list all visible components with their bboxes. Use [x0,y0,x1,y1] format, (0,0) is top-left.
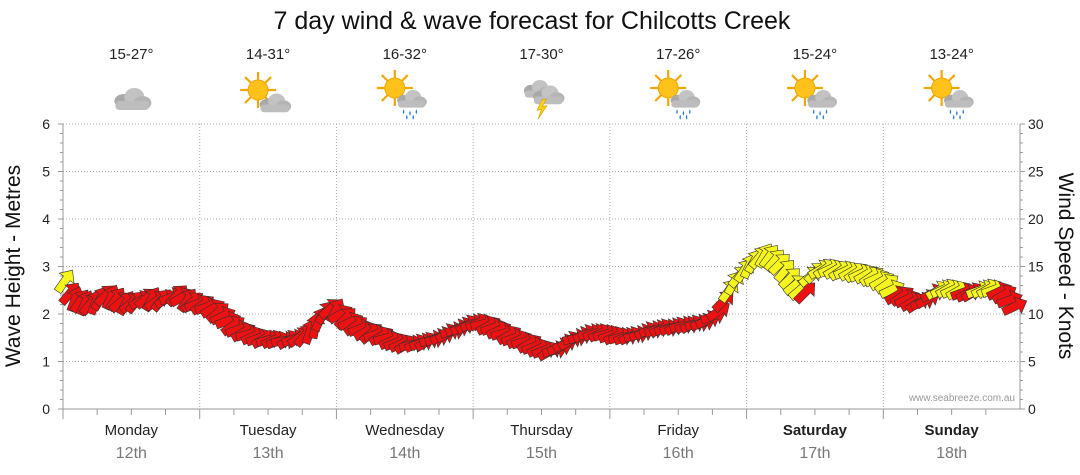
weather-row: 15-27° 14-31° 16-32° 17-30° 17-26° 15-24° 13-2… [109,46,974,120]
wind-arrows [53,243,1028,362]
y2-tick-label: 10 [1028,306,1044,322]
chart-title: 7 day wind & wave forecast for Chilcotts… [274,7,791,35]
y2-tick-label: 20 [1028,211,1044,227]
y-tick-label: 4 [42,211,50,227]
day-date: 16th [663,445,694,462]
y-tick-label: 1 [42,354,50,370]
day-temp: 17-30° [519,46,563,63]
day-temp: 16-32° [383,46,427,63]
sun-shower-icon [650,70,700,120]
sun-shower-icon [377,70,427,120]
y2-tick-label: 15 [1028,259,1044,275]
day-name: Sunday [925,422,980,439]
y-tick-label: 2 [42,306,50,322]
day-labels: Monday 12th Tuesday 13th Wednesday 14th Thursd… [62,409,987,462]
day-date: 17th [799,445,830,462]
y-tick-label: 3 [42,259,50,275]
day-name: Wednesday [365,422,444,439]
y-tick-label: 6 [42,116,50,132]
day-temp: 15-24° [793,46,837,63]
y2-axis-label: Wind Speed - Knots [1054,173,1077,360]
day-date: 12th [116,445,147,462]
wind-arrow [1001,296,1028,316]
y2-tick-label: 25 [1028,164,1044,180]
y-tick-label: 5 [42,164,50,180]
day-date: 18th [936,445,967,462]
day-date: 14th [389,445,420,462]
grid [63,123,1020,409]
day-name: Saturday [783,422,848,439]
y-tick-label: 0 [42,401,50,417]
day-temp: 13-24° [929,46,973,63]
day-name: Tuesday [240,422,297,439]
right-y-ticks: 0 5 10 15 20 25 30 [1020,116,1044,417]
day-name: Monday [105,422,159,439]
day-date: 13th [253,445,284,462]
day-temp: 14-31° [246,46,290,63]
watermark: www.seabreeze.com.au [908,393,1015,404]
y2-tick-label: 0 [1028,401,1036,417]
day-temp: 17-26° [656,46,700,63]
day-date: 15th [526,445,557,462]
day-temp: 15-27° [109,46,153,63]
y2-tick-label: 5 [1028,354,1036,370]
day-name: Friday [657,422,699,439]
y-axis-label: Wave Height - Metres [2,165,25,367]
left-y-ticks: 0 1 2 3 4 5 6 [42,116,63,417]
cloudy-icon [114,88,151,110]
y2-tick-label: 30 [1028,116,1044,132]
thunderstorm-icon [524,80,565,119]
partly-cloudy-icon [240,72,291,112]
sun-shower-icon [924,70,974,120]
sun-shower-icon [787,70,837,120]
wind-arrow [53,269,75,295]
day-name: Thursday [510,422,573,439]
